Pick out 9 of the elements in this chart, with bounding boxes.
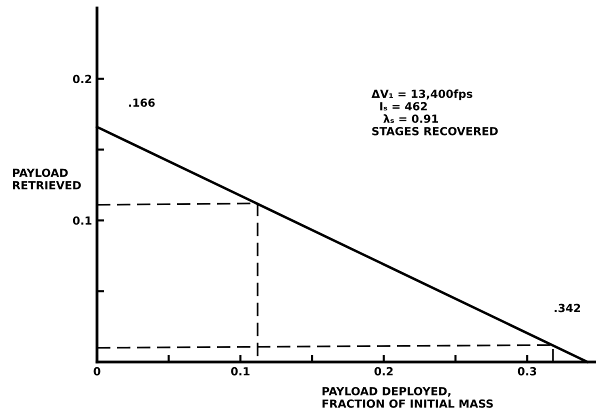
x-tick-label: 0.3 — [518, 367, 536, 376]
x-tick-label: 0.2 — [374, 367, 393, 376]
annotation: ΔV₁ = 13,400fps Iₛ = 462 λₛ = 0.91 STAGES RECOVERED — [372, 89, 498, 136]
annotation: .166 — [129, 98, 155, 107]
x-axis-title: PAYLOAD DEPLOYED, FRACTION OF INITIAL MASS — [322, 386, 493, 408]
x-tick-label: 0.1 — [231, 367, 250, 376]
x-tick-label: 0 — [94, 367, 100, 376]
annotation: .342 — [554, 304, 580, 312]
y-axis-title: PAYLOAD RETRIEVED — [13, 168, 81, 190]
